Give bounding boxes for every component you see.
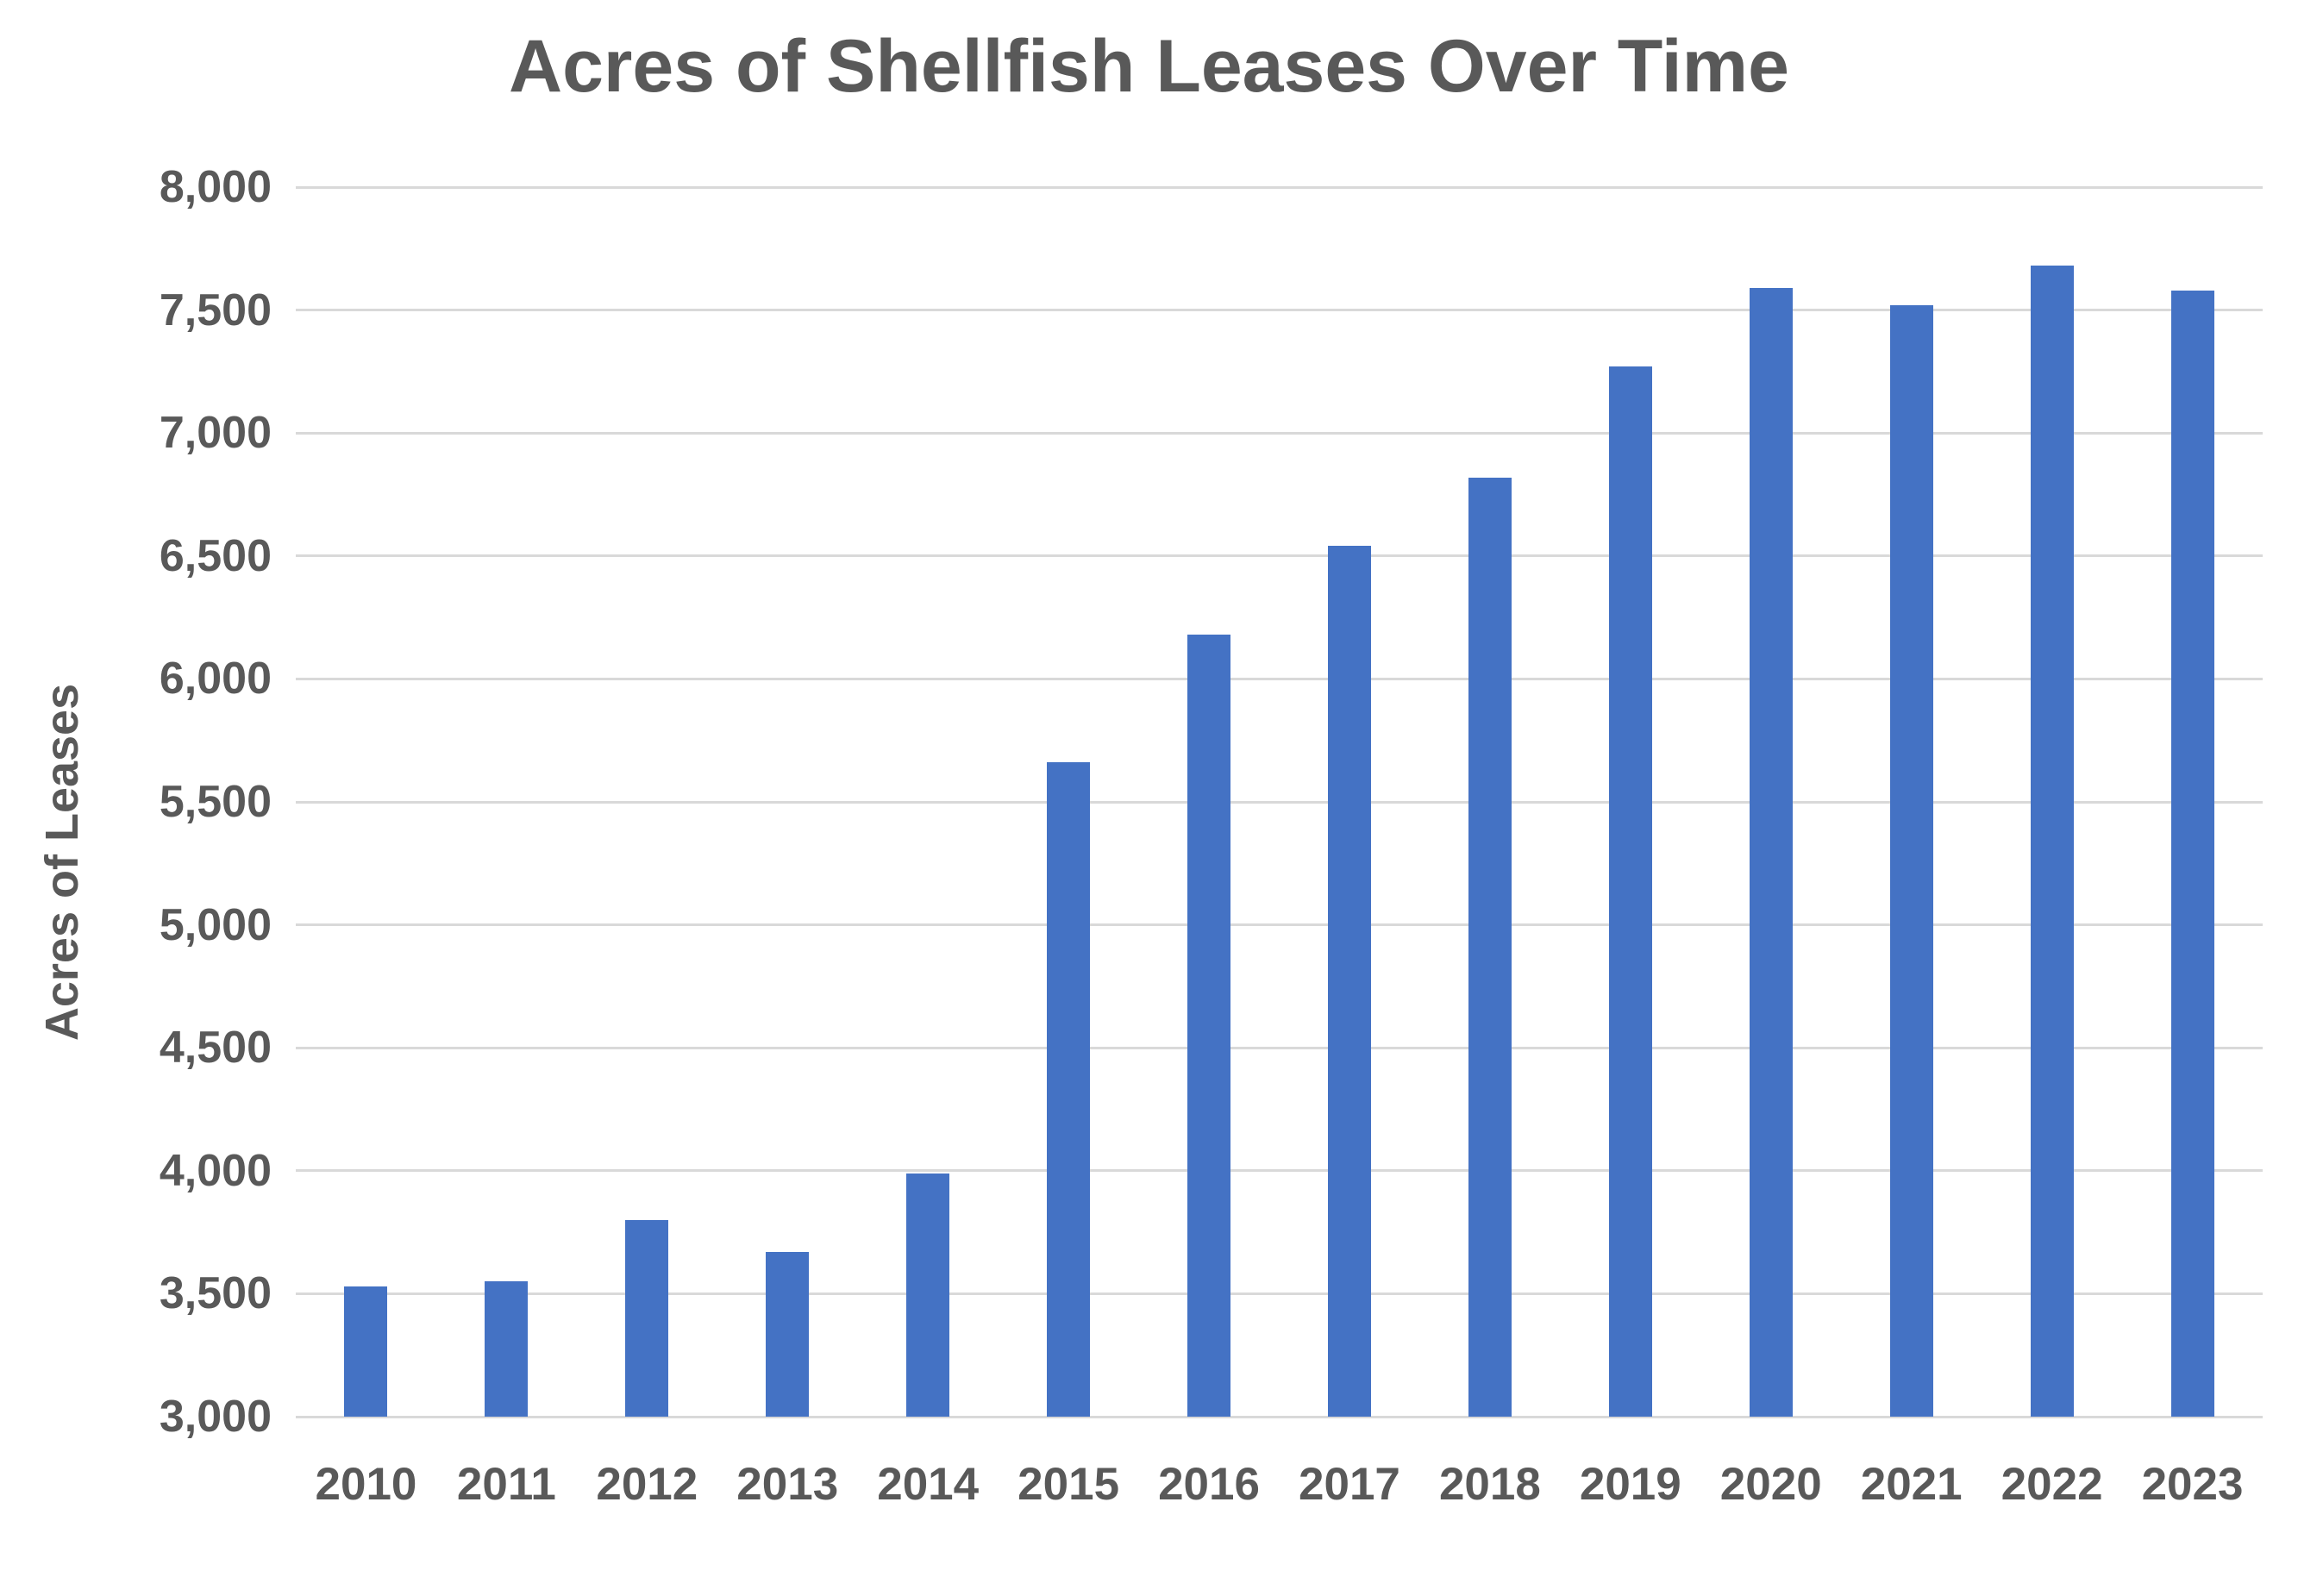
y-axis-title: Acres of Leases [36, 683, 88, 1042]
gridline-3,000 [296, 1415, 2263, 1418]
y-tick-label-5,500: 5,500 [159, 777, 272, 827]
gridline-5,500 [296, 800, 2263, 804]
gridline-4,000 [296, 1169, 2263, 1173]
y-tick-label-4,500: 4,500 [159, 1023, 272, 1073]
x-tick-label-2018: 2018 [1438, 1459, 1541, 1510]
x-tick-label-2017: 2017 [1299, 1459, 1400, 1510]
gridline-3,500 [296, 1292, 2263, 1295]
bar-2013 [766, 1251, 810, 1417]
x-tick-label-2012: 2012 [596, 1459, 698, 1510]
bar-2021 [1889, 304, 1933, 1417]
y-tick-label-6,500: 6,500 [159, 530, 272, 581]
bar-2016 [1187, 635, 1231, 1417]
y-tick-label-3,500: 3,500 [159, 1268, 272, 1319]
gridline-5,000 [296, 923, 2263, 927]
y-tick-label-7,000: 7,000 [159, 408, 272, 459]
bar-2010 [344, 1286, 388, 1417]
plot-area [296, 185, 2263, 1418]
y-tick-label-7,500: 7,500 [159, 285, 272, 335]
y-tick-label-4,000: 4,000 [159, 1145, 272, 1196]
x-tick-label-2015: 2015 [1018, 1459, 1120, 1510]
gridline-6,000 [296, 677, 2263, 680]
x-tick-label-2016: 2016 [1158, 1459, 1260, 1510]
bar-2011 [485, 1281, 529, 1417]
x-tick-label-2014: 2014 [877, 1459, 980, 1510]
bar-2020 [1749, 287, 1793, 1417]
x-tick-label-2023: 2023 [2141, 1459, 2244, 1510]
bar-2018 [1468, 477, 1512, 1417]
y-tick-label-8,000: 8,000 [159, 162, 272, 212]
y-tick-label-5,000: 5,000 [159, 899, 272, 950]
bar-2014 [906, 1173, 950, 1417]
x-tick-label-2022: 2022 [2001, 1459, 2103, 1510]
bar-2019 [1608, 366, 1652, 1417]
bar-2023 [2170, 290, 2214, 1417]
gridline-7,000 [296, 431, 2263, 435]
y-tick-label-3,000: 3,000 [159, 1392, 272, 1442]
gridline-8,000 [296, 185, 2263, 189]
bar-2015 [1047, 762, 1091, 1417]
chart-title: Acres of Shellfish Leases Over Time [509, 25, 1789, 108]
gridline-7,500 [296, 309, 2263, 312]
bar-2012 [625, 1219, 669, 1417]
x-tick-label-2011: 2011 [456, 1459, 556, 1510]
gridline-6,500 [296, 554, 2263, 558]
y-tick-label-6,000: 6,000 [159, 654, 272, 704]
x-tick-label-2021: 2021 [1860, 1459, 1963, 1510]
bar-2022 [2030, 266, 2074, 1417]
bar-2017 [1327, 546, 1371, 1417]
x-tick-label-2019: 2019 [1579, 1459, 1681, 1510]
x-tick-label-2020: 2020 [1719, 1459, 1822, 1510]
gridline-4,500 [296, 1046, 2263, 1049]
x-tick-label-2010: 2010 [315, 1459, 417, 1510]
x-tick-label-2013: 2013 [736, 1459, 839, 1510]
